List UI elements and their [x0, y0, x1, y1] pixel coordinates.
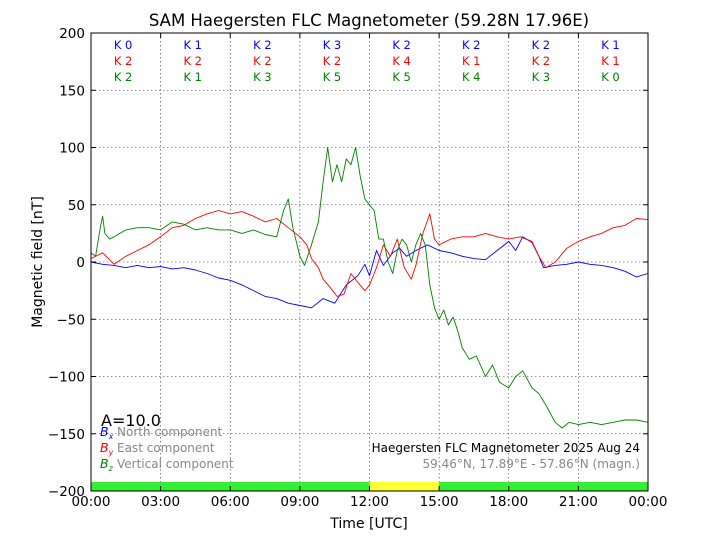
- y-tick-label-2: −100: [48, 370, 85, 386]
- k-index-y-5: K 1: [462, 54, 481, 68]
- y-axis-ticks: −200 −150 −100 −50 0 50 100 150 200: [48, 26, 648, 500]
- a-index-label: A=10.0: [101, 411, 161, 430]
- x-tick-label-1: 03:00: [141, 494, 180, 510]
- activity-segment-1: [369, 482, 440, 491]
- series-line-z: [90, 147, 649, 429]
- x-tick-label-3: 09:00: [280, 494, 319, 510]
- x-tick-label-5: 15:00: [420, 494, 459, 510]
- chart-title: SAM Haegersten FLC Magnetometer (59.28N …: [149, 11, 589, 30]
- x-axis-label: Time [UTC]: [329, 516, 407, 532]
- y-tick-label-5: 50: [68, 198, 85, 214]
- series-line-y: [90, 210, 649, 297]
- x-tick-label-6: 18:00: [489, 494, 528, 510]
- k-index-x-5: K 2: [462, 38, 481, 52]
- y-axis-label: Magnetic field [nT]: [30, 196, 46, 328]
- x-tick-label-4: 12:00: [350, 494, 389, 510]
- k-index-z-4: K 5: [392, 70, 411, 84]
- y-tick-label-1: −150: [48, 427, 85, 443]
- k-index-x-6: K 2: [532, 38, 551, 52]
- k-index-y-0: K 2: [114, 54, 133, 68]
- k-index-x-7: K 1: [601, 38, 620, 52]
- k-index-y-3: K 2: [323, 54, 342, 68]
- k-index-y-1: K 2: [183, 54, 202, 68]
- legend-label-z: Vertical component: [117, 457, 234, 471]
- k-index-x-4: K 2: [392, 38, 411, 52]
- k-index-z-2: K 3: [253, 70, 272, 84]
- x-tick-label-0: 00:00: [72, 494, 111, 510]
- x-tick-label-2: 06:00: [211, 494, 250, 510]
- y-tick-label-8: 200: [59, 26, 85, 42]
- legend-subscript-z: z: [108, 464, 114, 473]
- y-tick-label-6: 100: [59, 141, 85, 157]
- x-axis-ticks: 00:00 03:00 06:00 09:00 12:00 15:00 18:00 21:00…: [72, 33, 668, 510]
- coordinates-caption: 59.46°N, 17.89°E - 57.86°N (magn.): [423, 457, 640, 471]
- k-index-y-4: K 4: [392, 54, 411, 68]
- k-index-x-2: K 2: [253, 38, 272, 52]
- k-index-y-2: K 2: [253, 54, 272, 68]
- x-tick-label-7: 21:00: [559, 494, 598, 510]
- legend-subscript-x: x: [108, 432, 114, 441]
- k-index-z-6: K 3: [532, 70, 551, 84]
- k-index-z-0: K 2: [114, 70, 133, 84]
- k-index-y-7: K 1: [601, 54, 620, 68]
- activity-segment-2: [439, 482, 648, 491]
- legend-label-y: East component: [117, 441, 215, 455]
- y-tick-label-3: −50: [57, 312, 86, 328]
- y-tick-label-0: −200: [48, 484, 85, 500]
- k-index-y-6: K 2: [532, 54, 551, 68]
- k-index-z-7: K 0: [601, 70, 620, 84]
- legend-subscript-y: y: [108, 448, 114, 457]
- k-index-x-3: K 3: [323, 38, 342, 52]
- y-tick-label-7: 150: [59, 83, 85, 99]
- k-index-x-1: K 1: [183, 38, 202, 52]
- k-index-z-1: K 1: [183, 70, 202, 84]
- x-tick-label-8: 00:00: [629, 494, 668, 510]
- k-index-x-0: K 0: [114, 38, 133, 52]
- k-index-z-3: K 5: [323, 70, 342, 84]
- k-index-z-5: K 4: [462, 70, 481, 84]
- station-caption: Haegersten FLC Magnetometer 2025 Aug 24: [372, 441, 640, 455]
- k-index-table: K 0 K 1 K 2 K 3 K 2 K 2 K 2 K 1 K 2 K 2 K 2 K 2 K 4 K…: [114, 38, 620, 84]
- data-series: [90, 147, 649, 429]
- legend-label-x: North component: [117, 425, 223, 439]
- y-tick-label-4: 0: [76, 255, 85, 271]
